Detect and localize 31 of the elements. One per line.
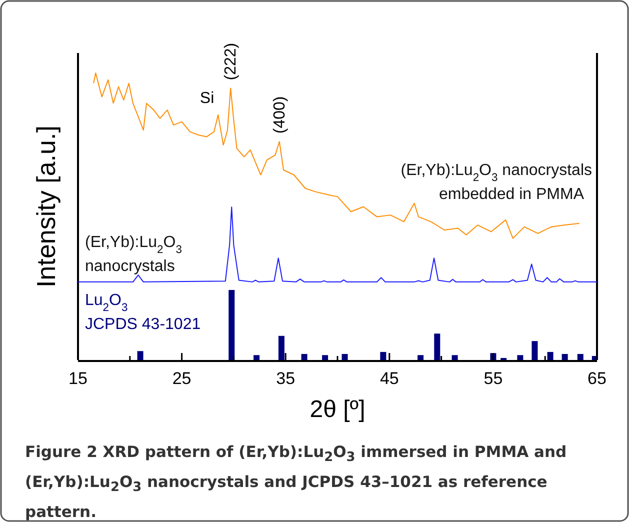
bar — [434, 334, 440, 360]
annotation: Si — [200, 90, 214, 107]
bar — [228, 290, 235, 360]
text: Figure 2 XRD pattern of (Er,Yb):Lu$_{2}$O$_{3}$ immersed in PMMA and (Er,Yb):Lu$_{2}$O$_{3}$ nanocrystals and JCPDS 43–1021 as reference pattern. — [25, 443, 567, 522]
bar — [547, 352, 554, 360]
bar — [577, 354, 584, 360]
series-label: (Er,Yb):Lu$_{2}$O$_{3}$ nanocrystals — [85, 234, 182, 275]
x-tick-label: 15 — [68, 369, 88, 388]
bar — [562, 354, 568, 360]
bar — [322, 355, 328, 360]
bar — [342, 354, 348, 360]
x-tick-label: 35 — [276, 369, 296, 388]
series-label: Lu$_{2}$O$_{3}$ JCPDS 43-1021 — [85, 292, 201, 333]
x-axis-title: 2θ [º] — [310, 396, 366, 423]
x-tick-label: 65 — [588, 369, 606, 388]
bar — [301, 354, 308, 360]
annotation: (222) — [222, 42, 240, 80]
bar — [137, 351, 144, 360]
bar — [517, 355, 524, 360]
x-tick-label: 25 — [172, 369, 192, 388]
series-label: (Er,Yb):Lu$_{2}$O$_{3}$ nanocrystals embedded in PMMA — [400, 162, 592, 203]
bar — [380, 352, 386, 360]
x-tick-label: 45 — [380, 369, 399, 388]
bar — [254, 355, 260, 360]
bar — [418, 355, 424, 360]
x-tick-label: 55 — [484, 369, 503, 388]
bar — [452, 355, 458, 360]
annotation: (400) — [271, 96, 288, 134]
bar — [278, 336, 284, 360]
y-axis-title: Intensity [a.u.] — [31, 126, 61, 288]
bar — [532, 341, 538, 360]
